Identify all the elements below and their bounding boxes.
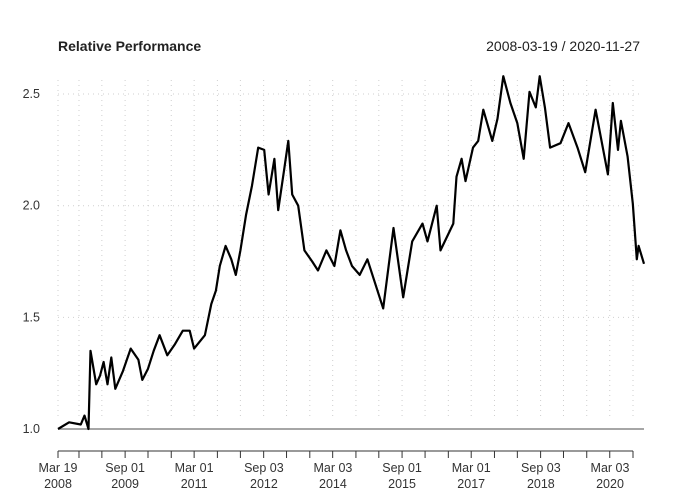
x-tick-label-year: 2015: [388, 477, 416, 491]
y-tick-label: 1.0: [23, 422, 40, 436]
y-tick-label: 2.5: [23, 87, 40, 101]
x-tick-label: Sep 03: [244, 461, 284, 475]
x-tick-label: Mar 19: [39, 461, 78, 475]
date-range-label: 2008-03-19 / 2020-11-27: [486, 38, 640, 54]
x-tick-label: Sep 03: [521, 461, 561, 475]
x-tick-label: Mar 03: [313, 461, 352, 475]
x-tick-label: Mar 01: [175, 461, 214, 475]
y-tick-label: 1.5: [23, 310, 40, 324]
y-axis: 1.0 1.5 2.0 2.5: [23, 87, 40, 436]
y-tick-label: 2.0: [23, 199, 40, 213]
x-tick-label-year: 2017: [457, 477, 485, 491]
x-tick-label: Mar 03: [591, 461, 630, 475]
x-tick-label: Sep 01: [382, 461, 422, 475]
x-tick-label-year: 2008: [44, 477, 72, 491]
x-tick-label: Sep 01: [105, 461, 145, 475]
x-tick-label-year: 2020: [596, 477, 624, 491]
x-axis: Mar 19 2008 Sep 01 2009 Mar 01 2011 Sep 03 2012…: [39, 450, 634, 491]
chart-title: Relative Performance: [58, 38, 201, 54]
x-tick-label-year: 2014: [319, 477, 347, 491]
grid: [57, 80, 641, 416]
x-tick-label-year: 2011: [181, 477, 208, 491]
x-tick-label-year: 2018: [527, 477, 555, 491]
x-tick-label-year: 2009: [111, 477, 139, 491]
x-tick-label-year: 2012: [250, 477, 278, 491]
series-line: [57, 75, 646, 431]
x-tick-label: Mar 01: [452, 461, 491, 475]
